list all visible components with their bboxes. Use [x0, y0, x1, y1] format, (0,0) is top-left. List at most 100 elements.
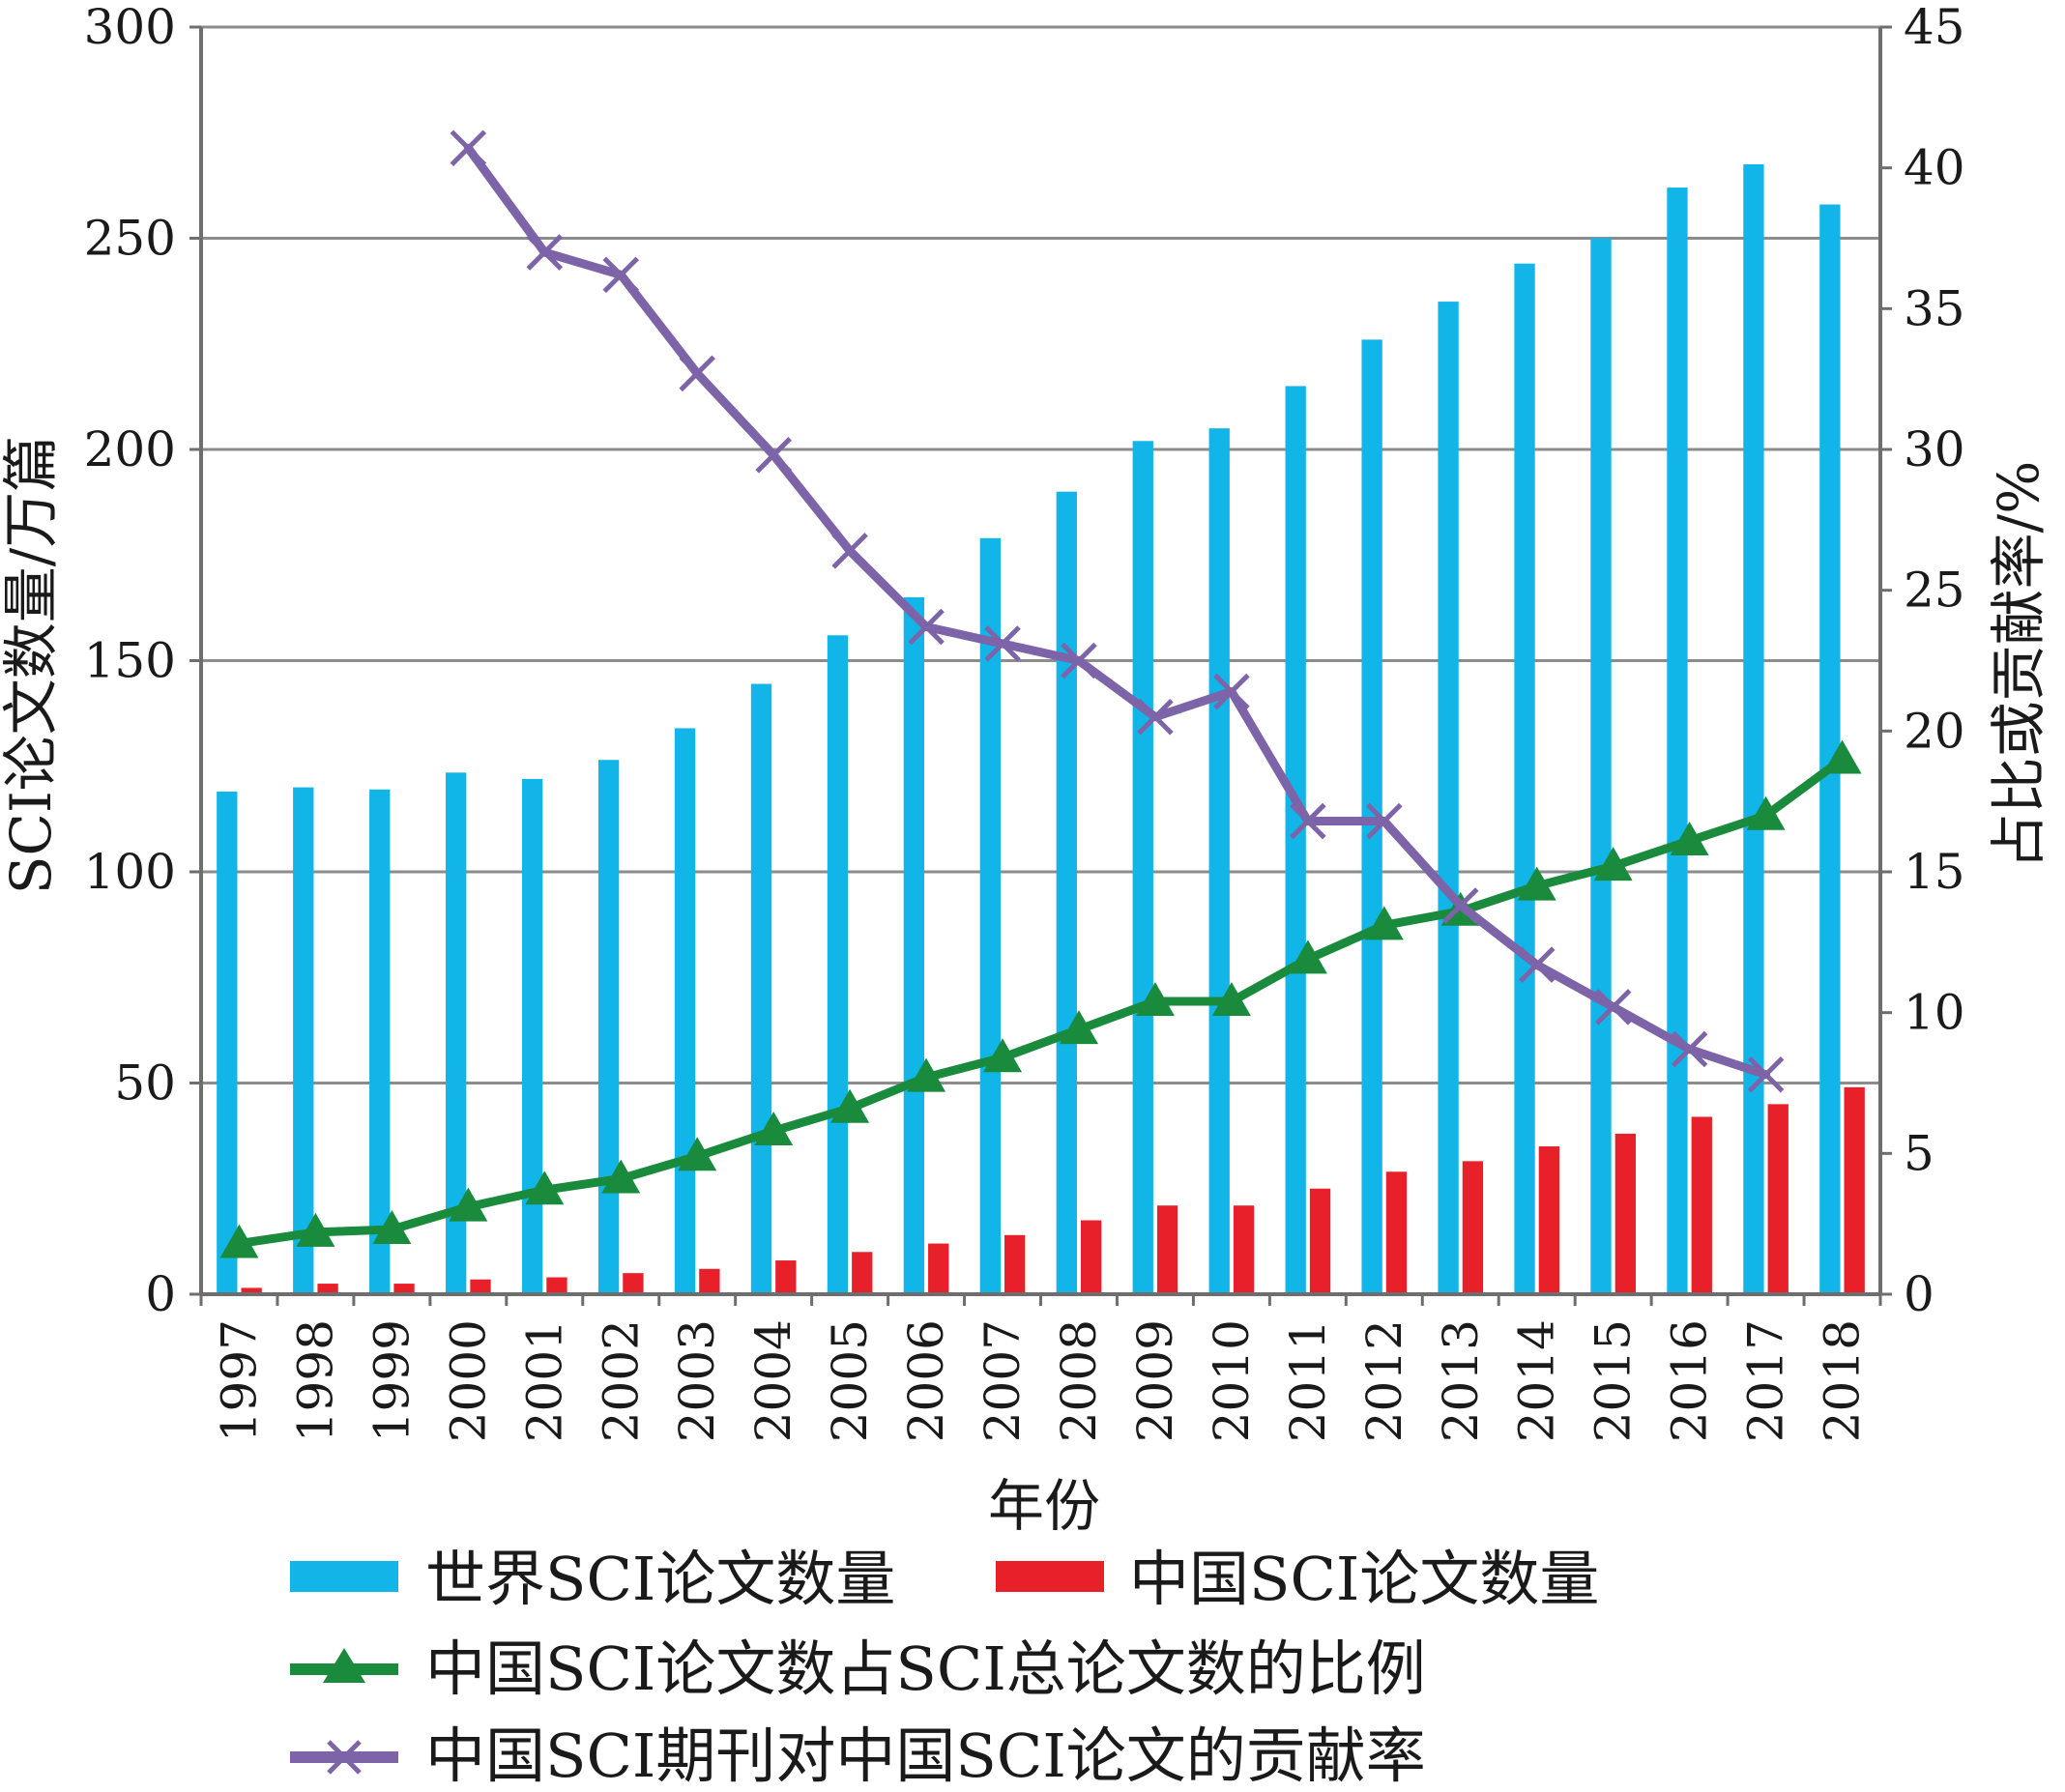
bar [1208, 428, 1230, 1294]
bar [317, 1284, 338, 1294]
data-point-x-stroke [1518, 946, 1556, 983]
data-point-x [1137, 698, 1174, 736]
x-tick-label: 2015 [1585, 1319, 1642, 1442]
x-tick-label: 2006 [898, 1319, 954, 1442]
bar [1743, 164, 1764, 1294]
data-point-x [450, 130, 487, 167]
data-point-x [1061, 642, 1097, 679]
data-point-triangle [1670, 821, 1709, 855]
legend-swatch-ratio-line [290, 1648, 398, 1683]
data-point-x-stroke [1290, 802, 1326, 840]
bar [1132, 441, 1153, 1294]
bar [293, 787, 314, 1294]
x-tick-label: 2016 [1662, 1319, 1718, 1442]
bar [393, 1284, 415, 1294]
bar [1462, 1161, 1484, 1294]
data-point-triangle [525, 1171, 565, 1205]
x-tick-label: 2018 [1815, 1319, 1871, 1442]
data-point-x-stroke [602, 256, 640, 294]
bar [521, 778, 543, 1294]
y-tick-label-left: 0 [145, 1266, 176, 1322]
bar [852, 1252, 873, 1294]
bar [1233, 1205, 1255, 1294]
bar [1614, 1133, 1636, 1294]
x-tick-label: 2004 [745, 1319, 801, 1442]
bar [1819, 204, 1841, 1294]
x-tick-label: 2011 [1280, 1319, 1336, 1442]
y-tick-label-left: 150 [84, 633, 176, 689]
y-tick-label-right: 30 [1904, 421, 1965, 477]
bar [979, 537, 1002, 1294]
axes: 0 50 100 150 200 250 300 0 5 10 15 20 25 30 35 40 45 1997… [84, 0, 1965, 1442]
x-tick-label: 2014 [1509, 1319, 1565, 1442]
data-point-x [679, 355, 715, 392]
legend-label-contribution-line: 中国SCI期刊对中国SCI论文的贡献率 [425, 1720, 1426, 1791]
data-point-x [1671, 1030, 1708, 1068]
data-point-x-stroke [526, 234, 564, 271]
x-tick-label: 2013 [1433, 1319, 1489, 1442]
data-point-x-stroke [1061, 642, 1097, 679]
bar [369, 789, 391, 1294]
data-point-x [1290, 802, 1326, 840]
bar [1767, 1104, 1789, 1294]
data-point-x-stroke [1671, 1030, 1708, 1068]
x-tick-label: 1999 [364, 1319, 420, 1442]
y-tick-label-right: 35 [1904, 280, 1965, 336]
legend-swatch-world-bars [290, 1561, 398, 1592]
x-tick-label: 1998 [287, 1319, 343, 1442]
y-tick-label-right: 5 [1904, 1125, 1934, 1181]
data-point-x-stroke [1366, 802, 1403, 840]
bar [775, 1260, 797, 1294]
bar [1514, 263, 1535, 1295]
bar [1667, 188, 1688, 1294]
data-point-x [602, 256, 640, 294]
bar [1844, 1086, 1865, 1294]
data-point-x [1518, 946, 1556, 983]
data-point-x-stroke [1213, 673, 1250, 710]
y-tick-label-left: 50 [114, 1055, 176, 1112]
data-point-triangle [1059, 1010, 1098, 1045]
data-point-x-stroke [1594, 989, 1632, 1026]
legend: 世界SCI论文数量 中国SCI论文数量 中国SCI论文数占SCI总论文数的比例 … [290, 1544, 1599, 1791]
y-tick-label-right: 40 [1904, 140, 1965, 196]
data-point-x-stroke [450, 130, 487, 167]
bar [546, 1277, 567, 1294]
bar [217, 791, 238, 1294]
y-axis-left-title: SCI论文数量/万篇 [0, 436, 64, 895]
data-point-triangle [219, 1224, 259, 1258]
data-point-x [1213, 673, 1250, 710]
data-point-triangle [372, 1209, 412, 1244]
bar [1080, 1220, 1102, 1294]
y-tick-label-right: 25 [1904, 563, 1965, 619]
bar [1590, 238, 1612, 1294]
bar [1385, 1171, 1408, 1294]
bar [623, 1273, 644, 1294]
x-tick-label: 1997 [211, 1319, 267, 1442]
data-point-x-stroke [984, 625, 1021, 662]
bar [699, 1268, 720, 1294]
series-line [463, 143, 1771, 1080]
data-point-triangle [1746, 795, 1786, 830]
y-tick-label-left: 100 [84, 844, 176, 900]
data-point-x [1366, 802, 1403, 840]
data-point-x [755, 437, 792, 474]
data-point-x-stroke [908, 608, 945, 646]
bar [446, 772, 467, 1294]
bar [241, 1287, 262, 1294]
data-point-triangle [1364, 906, 1404, 940]
data-point-x-stroke [1137, 698, 1174, 736]
data-point-triangle [601, 1159, 641, 1194]
y-tick-label-left: 300 [84, 0, 176, 55]
bar [1309, 1188, 1331, 1294]
y-tick-label-right: 15 [1904, 844, 1965, 900]
series-line [234, 754, 1847, 1249]
y-tick-label-left: 200 [84, 421, 176, 477]
data-point-triangle [830, 1088, 870, 1123]
x-tick-label: 2009 [1127, 1319, 1183, 1442]
bar [674, 728, 696, 1294]
x-tick-label: 2007 [974, 1319, 1031, 1442]
bar [827, 635, 849, 1294]
legend-swatch-contribution-line [290, 1740, 398, 1775]
bar [928, 1243, 949, 1294]
